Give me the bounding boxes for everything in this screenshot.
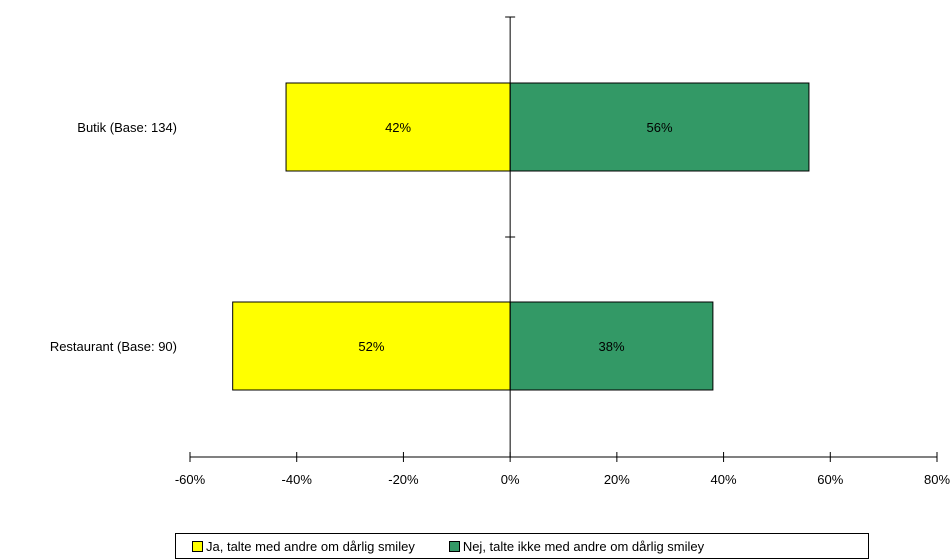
legend-item-nej: Nej, talte ikke med andre om dårlig smil… bbox=[448, 538, 705, 554]
legend-label-ja: Ja, talte med andre om dårlig smiley bbox=[206, 538, 415, 554]
bar-series1-cat0 bbox=[509, 82, 810, 172]
value-axis-tick-label-3: 0% bbox=[501, 472, 520, 487]
chart: 42% 52% 56% 38% Butik (Base: 134) Restaurant … bbox=[50, 16, 950, 487]
bar-series0-cat0 bbox=[285, 82, 511, 172]
value-axis-tick-label-5: 40% bbox=[711, 472, 737, 487]
value-axis-tick-label-1: -40% bbox=[282, 472, 313, 487]
data-label-series0-cat1: 52% bbox=[358, 339, 384, 354]
legend: Ja, talte med andre om dårlig smiley Nej… bbox=[175, 533, 869, 559]
legend-swatch-nej bbox=[448, 540, 460, 552]
value-axis-tick-label-2: -20% bbox=[388, 472, 419, 487]
category-label-1: Restaurant (Base: 90) bbox=[50, 339, 177, 354]
category-label-0: Butik (Base: 134) bbox=[77, 120, 177, 135]
data-label-series1-cat1: 38% bbox=[599, 339, 625, 354]
legend-swatch-ja bbox=[192, 540, 203, 552]
value-axis-tick-label-7: 80% bbox=[924, 472, 950, 487]
bar-series0-cat1 bbox=[232, 301, 511, 391]
value-axis-tick-label-6: 60% bbox=[817, 472, 843, 487]
value-axis-tick-label-4: 20% bbox=[604, 472, 630, 487]
legend-label-nej: Nej, talte ikke med andre om dårlig smil… bbox=[462, 538, 705, 554]
data-label-series1-cat0: 56% bbox=[647, 120, 673, 135]
bar-series1-cat1 bbox=[509, 301, 714, 391]
legend-item-ja: Ja, talte med andre om dårlig smiley bbox=[192, 539, 415, 554]
data-label-series0-cat0: 42% bbox=[385, 120, 411, 135]
value-axis-tick-label-0: -60% bbox=[175, 472, 206, 487]
